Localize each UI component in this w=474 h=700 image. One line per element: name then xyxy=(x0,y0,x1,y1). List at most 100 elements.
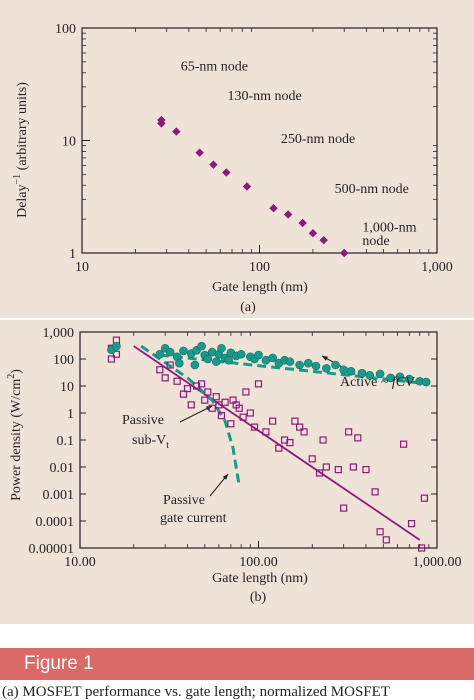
data-point-square xyxy=(262,428,270,436)
annotation-passive-subvt-1: Passive xyxy=(122,413,164,428)
figure-banner: Figure 1 xyxy=(0,648,474,680)
data-point-circle xyxy=(346,367,356,376)
data-point-circle xyxy=(254,350,263,360)
y-tick-label: 0.01 xyxy=(50,461,75,476)
y-tick-label: 10 xyxy=(62,135,76,150)
y-tick-label: 0.00001 xyxy=(29,542,75,557)
data-point-square xyxy=(334,466,342,474)
data-point-square xyxy=(291,417,299,425)
trend-line xyxy=(140,344,241,487)
data-point-square xyxy=(319,436,327,444)
data-point-circle xyxy=(190,360,200,370)
data-point-circle xyxy=(155,349,165,359)
data-point-square xyxy=(308,455,316,463)
data-point-circle xyxy=(357,368,367,378)
data-point-diamond xyxy=(298,218,307,228)
data-point-diamond xyxy=(283,210,293,219)
node-annotation: 250-nm node xyxy=(281,132,355,147)
data-point-diamond xyxy=(269,204,278,213)
figure-label: Figure 1 xyxy=(24,653,94,674)
data-point-diamond xyxy=(172,127,181,136)
data-point-square xyxy=(227,420,235,428)
annotation-passive-subvt-2: sub-Vt xyxy=(132,433,169,451)
data-point-square xyxy=(418,544,426,552)
x-tick-label: 10 xyxy=(75,260,89,275)
data-point-diamond xyxy=(195,148,204,157)
x-tick-label: 10.00 xyxy=(64,555,96,570)
data-point-circle xyxy=(386,373,395,383)
data-point-circle xyxy=(179,346,188,356)
data-point-square xyxy=(400,440,408,448)
data-point-circle xyxy=(303,358,313,368)
data-point-square xyxy=(345,428,353,436)
data-point-diamond xyxy=(339,248,349,258)
data-point-square xyxy=(376,528,384,536)
data-point-circle xyxy=(165,347,175,357)
data-point-circle xyxy=(217,343,226,353)
data-point-square xyxy=(275,444,283,452)
data-point-circle xyxy=(365,370,375,380)
panel-label: (b) xyxy=(250,590,267,605)
data-point-circle xyxy=(339,365,348,375)
panel-label: (a) xyxy=(240,300,256,315)
data-point-square xyxy=(201,396,209,404)
data-point-square xyxy=(349,463,357,471)
data-point-circle xyxy=(236,349,246,359)
data-point-square xyxy=(300,428,308,436)
plot-frame xyxy=(81,27,438,254)
y-tick-label: 1 xyxy=(67,407,74,422)
data-point-square xyxy=(246,409,254,417)
trend-line xyxy=(133,345,421,541)
data-point-square xyxy=(183,385,192,393)
node-annotation: 500-nm node xyxy=(335,182,409,197)
data-point-square xyxy=(371,488,379,496)
data-point-square xyxy=(166,361,174,369)
data-point-square xyxy=(250,423,259,431)
data-point-square xyxy=(407,520,416,528)
data-point-square xyxy=(212,393,220,401)
annotation-active: Active ~ fCV xyxy=(340,375,415,390)
x-axis-label: Gate length (nm) xyxy=(212,280,308,295)
data-point-circle xyxy=(295,360,304,370)
data-point-square xyxy=(340,504,348,512)
data-point-square xyxy=(235,404,243,412)
data-point-circle xyxy=(421,377,431,387)
data-point-square xyxy=(179,390,188,398)
data-point-circle xyxy=(322,364,331,373)
data-point-square xyxy=(107,355,116,363)
data-point-square xyxy=(382,536,390,544)
data-point-circle xyxy=(405,374,414,384)
x-tick-label: 100 xyxy=(249,260,270,275)
data-point-diamond xyxy=(157,119,166,128)
data-point-circle xyxy=(203,354,213,364)
data-point-square xyxy=(217,412,226,420)
data-point-diamond xyxy=(308,228,318,238)
node-annotation: 65-nm node xyxy=(181,59,248,74)
y-tick-label: 0.001 xyxy=(43,488,75,503)
x-tick-label: 1,000 xyxy=(421,260,453,275)
annotation-passive-gate-1: Passive xyxy=(163,493,205,508)
y-tick-label: 0.1 xyxy=(57,434,75,449)
y-tick-label: 100 xyxy=(53,353,74,368)
data-point-square xyxy=(239,413,247,421)
data-point-circle xyxy=(112,341,121,351)
data-point-diamond xyxy=(319,235,328,245)
annotation-arrowhead xyxy=(222,474,228,480)
data-point-square xyxy=(112,350,121,358)
data-point-circle xyxy=(211,357,221,366)
data-point-circle xyxy=(285,357,295,366)
data-point-square xyxy=(161,374,169,382)
data-point-circle xyxy=(224,355,233,365)
node-annotation: node xyxy=(362,234,389,249)
data-point-circle xyxy=(331,360,340,370)
data-point-circle xyxy=(197,341,206,351)
x-tick-label: 100.00 xyxy=(239,555,278,570)
y-axis-label: Power density (W/cm2) xyxy=(6,369,24,501)
y-tick-label: 1,000 xyxy=(43,326,75,341)
data-point-circle xyxy=(311,361,321,371)
y-tick-label: 100 xyxy=(55,22,76,37)
x-axis-label: Gate length (nm) xyxy=(212,571,308,586)
data-point-square xyxy=(208,404,216,412)
data-point-diamond xyxy=(209,160,218,169)
